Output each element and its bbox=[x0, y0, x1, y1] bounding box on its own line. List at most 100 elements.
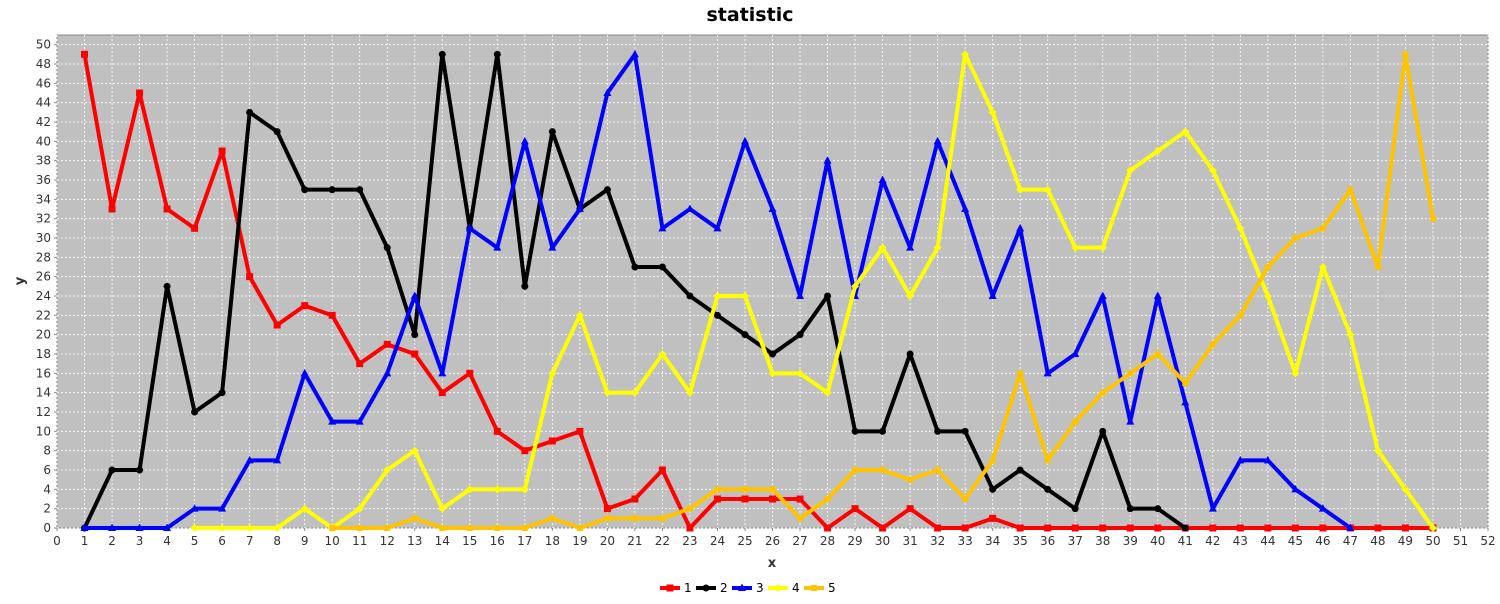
data-point bbox=[933, 243, 942, 252]
data-point bbox=[575, 311, 584, 320]
data-point bbox=[218, 147, 226, 155]
data-point bbox=[328, 186, 336, 194]
x-tick-label: 25 bbox=[737, 534, 752, 548]
data-point bbox=[1044, 485, 1052, 493]
data-point bbox=[988, 291, 997, 299]
data-point bbox=[163, 205, 171, 213]
x-tick-label: 44 bbox=[1260, 534, 1275, 548]
data-point bbox=[769, 486, 776, 493]
data-point bbox=[81, 50, 89, 58]
data-point bbox=[852, 467, 859, 473]
data-point bbox=[686, 505, 693, 512]
series-line-4 bbox=[192, 52, 1435, 530]
series-line-1 bbox=[82, 52, 1435, 530]
x-tick-label: 45 bbox=[1288, 534, 1303, 548]
data-point bbox=[906, 505, 914, 513]
data-point bbox=[797, 515, 804, 522]
data-point bbox=[824, 292, 832, 300]
x-tick-label: 27 bbox=[792, 534, 807, 548]
x-tick-label: 31 bbox=[902, 534, 917, 548]
x-tick-label: 42 bbox=[1205, 534, 1220, 548]
data-point bbox=[356, 186, 364, 194]
data-point bbox=[466, 369, 474, 377]
legend: 1 2 3 4 5 bbox=[660, 581, 836, 595]
data-point bbox=[218, 504, 227, 512]
data-point bbox=[1373, 446, 1382, 455]
data-point bbox=[1318, 504, 1327, 512]
x-tick-label: 14 bbox=[435, 534, 450, 548]
data-point bbox=[1236, 224, 1245, 233]
data-point bbox=[1098, 291, 1107, 299]
y-tick-label: 16 bbox=[36, 366, 51, 380]
x-tick-label: 23 bbox=[682, 534, 697, 548]
data-point bbox=[713, 495, 721, 503]
data-point bbox=[631, 263, 639, 271]
data-point bbox=[438, 50, 446, 58]
data-point bbox=[273, 524, 282, 532]
x-tick-label: 40 bbox=[1150, 534, 1165, 548]
data-point bbox=[493, 243, 502, 251]
data-point bbox=[740, 292, 749, 300]
data-point bbox=[411, 331, 419, 339]
x-tick-label: 10 bbox=[325, 534, 340, 548]
x-tick-label: 47 bbox=[1343, 534, 1358, 548]
series-3 bbox=[80, 49, 1355, 531]
y-tick-label: 10 bbox=[36, 424, 51, 438]
data-point bbox=[384, 525, 391, 531]
data-point bbox=[824, 524, 832, 532]
data-point bbox=[769, 350, 776, 358]
data-point bbox=[796, 331, 804, 339]
y-tick-label: 50 bbox=[36, 38, 51, 52]
x-tick-label: 8 bbox=[273, 534, 281, 548]
legend-marker bbox=[702, 584, 710, 592]
x-tick-label: 5 bbox=[191, 534, 199, 548]
data-point bbox=[879, 427, 887, 435]
data-point bbox=[1291, 524, 1299, 532]
data-point bbox=[1072, 418, 1079, 425]
data-point bbox=[1099, 524, 1107, 532]
legend-item-5: 5 bbox=[804, 581, 836, 595]
data-point bbox=[218, 524, 227, 532]
data-point bbox=[301, 302, 309, 310]
data-point bbox=[1098, 243, 1107, 252]
data-point bbox=[630, 388, 639, 397]
y-axis-title: y bbox=[13, 276, 28, 285]
data-point bbox=[493, 427, 501, 435]
data-point bbox=[355, 417, 364, 425]
data-point bbox=[1153, 291, 1162, 299]
data-point bbox=[686, 524, 694, 532]
data-point bbox=[383, 368, 392, 377]
data-point bbox=[1099, 389, 1106, 396]
data-point bbox=[796, 291, 805, 299]
data-point bbox=[769, 495, 776, 503]
data-point bbox=[1347, 186, 1354, 193]
x-tick-label: 49 bbox=[1398, 534, 1413, 548]
x-tick-label: 32 bbox=[930, 534, 945, 548]
data-point bbox=[906, 350, 914, 358]
legend-marker bbox=[666, 584, 674, 592]
x-tick-label: 9 bbox=[301, 534, 309, 548]
data-point bbox=[851, 282, 860, 291]
data-point bbox=[1016, 223, 1025, 232]
data-point bbox=[493, 485, 502, 494]
data-point bbox=[1236, 524, 1244, 532]
x-tick-label: 1 bbox=[81, 534, 89, 548]
data-point bbox=[1099, 427, 1107, 435]
x-tick-label: 20 bbox=[600, 534, 615, 548]
data-point bbox=[411, 350, 419, 358]
x-tick-label: 22 bbox=[655, 534, 670, 548]
x-tick-label: 13 bbox=[407, 534, 422, 548]
y-tick-label: 22 bbox=[36, 308, 51, 322]
data-point bbox=[521, 282, 529, 290]
data-point bbox=[494, 525, 501, 531]
data-point bbox=[1264, 264, 1271, 270]
data-point bbox=[1043, 185, 1052, 194]
x-tick-label: 33 bbox=[957, 534, 972, 548]
data-point bbox=[879, 467, 886, 473]
data-point bbox=[713, 223, 722, 232]
chart-title: statistic bbox=[707, 4, 794, 26]
data-point bbox=[933, 136, 942, 145]
data-point bbox=[1428, 524, 1437, 532]
data-point bbox=[80, 523, 89, 531]
